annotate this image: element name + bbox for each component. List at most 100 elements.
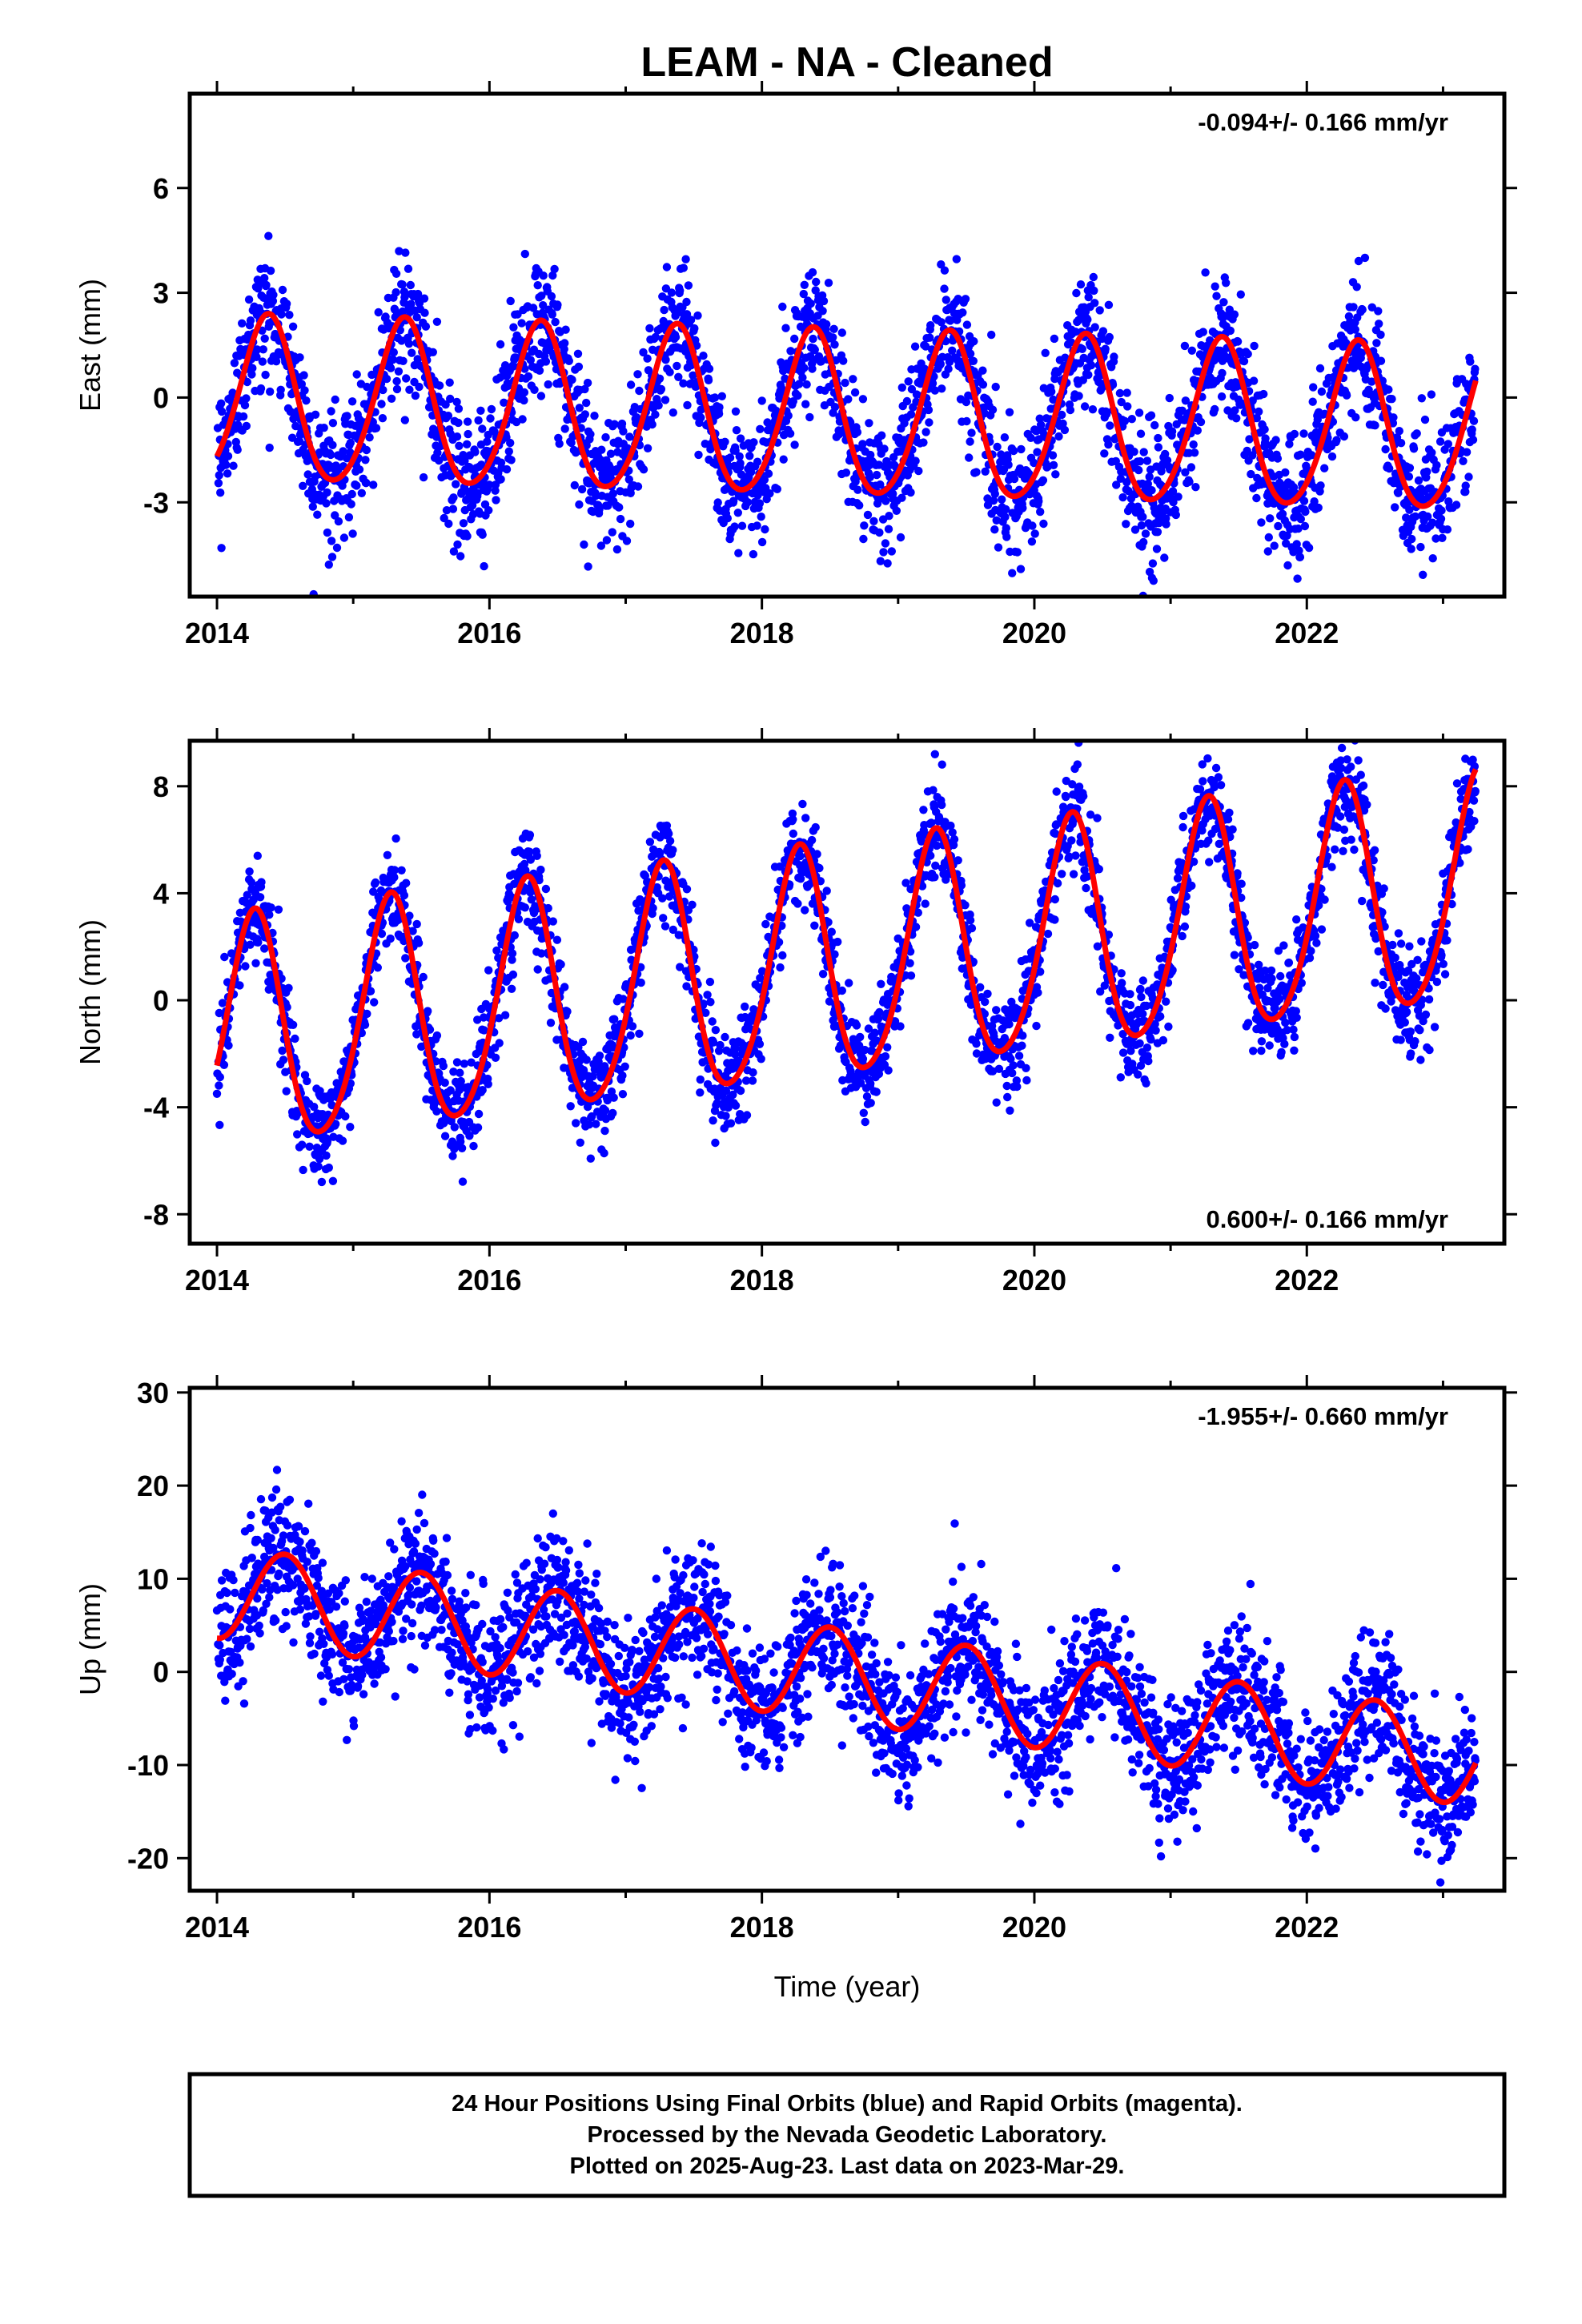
data-point — [439, 1061, 448, 1071]
data-point — [1016, 565, 1026, 573]
data-point — [1084, 370, 1093, 380]
data-point — [1147, 486, 1156, 495]
data-point — [1174, 493, 1182, 501]
data-point — [1294, 524, 1303, 533]
data-point — [552, 935, 562, 944]
data-point — [561, 325, 570, 334]
data-point — [808, 364, 817, 373]
data-point — [669, 846, 677, 854]
data-point — [1112, 480, 1121, 489]
data-point — [496, 340, 505, 349]
data-point — [861, 1117, 869, 1127]
data-point — [1315, 364, 1325, 373]
data-point — [721, 437, 729, 446]
data-point — [346, 438, 355, 448]
data-point — [1002, 505, 1010, 514]
data-point — [504, 381, 512, 391]
data-point — [484, 966, 493, 975]
data-point — [958, 308, 967, 317]
y-tick-label: 4 — [153, 877, 169, 910]
data-point — [1360, 253, 1370, 263]
data-point — [386, 934, 395, 943]
data-point — [1190, 448, 1199, 457]
data-point — [616, 514, 625, 524]
data-point — [246, 316, 255, 325]
data-point — [890, 1017, 900, 1026]
data-point — [1095, 306, 1104, 315]
data-point — [628, 1022, 637, 1031]
data-point — [1247, 469, 1255, 479]
data-point — [1232, 414, 1241, 423]
data-point — [723, 514, 732, 523]
data-point — [387, 394, 396, 403]
data-point — [709, 1116, 717, 1125]
data-point — [449, 1068, 458, 1076]
data-point — [298, 1140, 307, 1149]
data-point — [753, 457, 762, 466]
data-point — [420, 308, 429, 317]
data-point — [420, 294, 429, 303]
data-point — [749, 549, 758, 559]
data-point — [1270, 541, 1279, 550]
data-point — [1308, 397, 1317, 406]
data-point — [731, 407, 741, 416]
data-point — [1127, 415, 1137, 424]
data-point — [833, 937, 842, 947]
data-point — [735, 452, 744, 461]
data-point — [507, 456, 516, 464]
data-point — [757, 396, 766, 405]
data-point — [684, 281, 693, 290]
data-point — [703, 991, 712, 999]
data-point — [627, 955, 636, 964]
data-point — [859, 534, 868, 544]
data-point — [1283, 561, 1292, 570]
data-point — [716, 1040, 725, 1050]
data-point — [317, 1177, 327, 1187]
data-point — [721, 1112, 730, 1120]
data-point — [311, 410, 320, 419]
data-point — [586, 430, 595, 439]
data-point — [972, 1039, 981, 1048]
data-point — [363, 1009, 371, 1019]
data-point — [284, 983, 293, 993]
data-point — [1438, 533, 1447, 542]
data-point — [456, 552, 465, 561]
data-point — [338, 1136, 347, 1145]
data-point — [795, 380, 804, 388]
data-point — [483, 437, 492, 446]
data-point — [1412, 429, 1421, 438]
data-point — [1385, 464, 1394, 473]
data-point — [1249, 376, 1259, 385]
data-point — [1471, 364, 1480, 373]
data-point — [313, 510, 322, 519]
data-point — [1026, 433, 1035, 442]
data-point — [260, 334, 269, 343]
data-point — [327, 553, 337, 561]
data-point — [852, 1021, 861, 1030]
data-point — [765, 489, 774, 498]
data-point — [1141, 529, 1150, 538]
data-point — [535, 875, 544, 885]
data-point — [216, 489, 225, 497]
data-point — [883, 559, 892, 568]
data-point — [1443, 440, 1453, 448]
data-point — [1263, 547, 1273, 556]
data-point — [1293, 574, 1302, 583]
data-point — [1407, 545, 1415, 553]
data-point — [789, 397, 797, 406]
data-point — [1115, 388, 1125, 398]
data-point — [681, 255, 690, 263]
data-point — [1296, 514, 1306, 524]
data-point — [748, 1076, 757, 1085]
data-point — [448, 505, 458, 513]
data-point — [323, 528, 332, 537]
data-point — [972, 468, 981, 476]
data-point — [916, 380, 925, 388]
data-point — [572, 1119, 580, 1128]
data-point — [609, 1093, 618, 1102]
data-point — [1036, 967, 1045, 976]
data-point — [303, 1076, 311, 1086]
data-point — [786, 347, 795, 356]
data-point — [818, 970, 828, 979]
data-point — [626, 380, 636, 389]
